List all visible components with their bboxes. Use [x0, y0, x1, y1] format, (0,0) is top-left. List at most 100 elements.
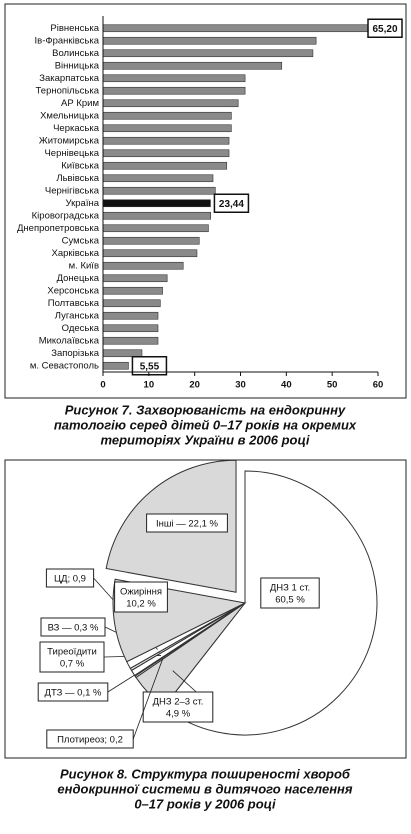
bars	[103, 24, 393, 370]
slice-label: 0,7 %	[60, 659, 85, 670]
bar	[103, 261, 184, 270]
category-label: Сумська	[62, 235, 100, 246]
category-label: Київська	[61, 160, 99, 171]
slice-label: Інші — 22,1 %	[156, 519, 219, 530]
slice-label-box	[40, 617, 106, 637]
slice-label: ВЗ — 0,3 %	[48, 623, 99, 634]
slice-label: ДТЗ — 0,1 %	[45, 688, 102, 699]
category-label: Чернігівська	[45, 185, 100, 196]
slice-label-box	[39, 641, 105, 673]
category-label: Чернівецька	[44, 148, 99, 159]
bar	[103, 336, 159, 345]
x-tick-label: 40	[281, 380, 292, 391]
caption: ендокринної системи в дитячого населення	[57, 781, 352, 796]
slice-label: ДНЗ 2–3 ст.	[153, 697, 204, 708]
category-label: Хмельницька	[40, 110, 100, 121]
category-label: Запорізька	[51, 348, 100, 359]
bar	[103, 99, 239, 108]
caption: 0–17 років у 2006 році	[134, 796, 276, 811]
bar	[103, 74, 246, 83]
caption: патологію серед дітей 0–17 років на окре…	[54, 417, 357, 432]
slice-label-box	[46, 729, 134, 749]
bar	[103, 149, 230, 158]
bar	[103, 161, 228, 170]
bar	[103, 361, 129, 370]
caption: Рисунок 7. Захворюваність на ендокринну	[65, 402, 346, 417]
bar	[103, 224, 209, 233]
category-label: Житомирська	[39, 135, 100, 146]
slice-label: ДНЗ 1 ст.	[270, 583, 310, 594]
value-label-box	[131, 356, 168, 376]
category-label: Миколаївська	[39, 335, 100, 346]
value-label: 65,20	[372, 24, 397, 35]
bar	[103, 249, 198, 258]
bar	[103, 86, 246, 95]
value-label: 23,44	[219, 199, 244, 210]
caption: територіях України в 2006 році	[100, 432, 309, 447]
bar	[103, 49, 314, 58]
bar	[103, 24, 393, 33]
slice-label: 60,5 %	[275, 595, 305, 606]
chart-frame	[4, 3, 407, 399]
slice-label-box	[45, 568, 95, 588]
category-label: АР Крим	[61, 98, 99, 109]
bar	[103, 174, 214, 183]
slice-label-box	[260, 577, 320, 609]
bar	[103, 311, 159, 320]
caption: Рисунок 8. Структура поширеності хвороб	[60, 766, 351, 781]
category-label: Кіровоградська	[32, 210, 100, 221]
x-tick-label: 50	[327, 380, 338, 391]
bar	[103, 211, 212, 220]
bar	[103, 111, 232, 120]
category-label: Херсонська	[47, 285, 99, 296]
x-tick-label: 60	[373, 380, 384, 391]
slice-label-box	[37, 682, 109, 702]
category-label: Тернопільська	[36, 85, 100, 96]
category-label: м. Севастополь	[30, 360, 99, 371]
value-label: 5,55	[140, 361, 160, 372]
value-label-box	[213, 193, 250, 213]
slice-label: Ожиріння	[120, 587, 162, 598]
category-label: Одеська	[62, 323, 100, 334]
bar	[103, 236, 200, 245]
slice-label-box	[146, 513, 228, 533]
category-label: Рівненська	[50, 23, 99, 34]
slice-label-box	[142, 691, 214, 723]
category-label: м. Київ	[69, 260, 99, 271]
leader-line	[132, 658, 164, 740]
slice-label: Тиреоїдити	[47, 647, 97, 658]
category-label: Луганська	[55, 310, 100, 321]
bar	[103, 61, 283, 70]
bar	[103, 286, 163, 295]
slice-label-box	[114, 581, 168, 613]
category-label: Днепропетровська	[17, 223, 100, 234]
bar	[103, 124, 232, 133]
category-label: Харківська	[52, 248, 100, 259]
chart-frame	[4, 459, 407, 759]
category-label: Донецька	[57, 273, 100, 284]
category-label: Черкаська	[53, 123, 100, 134]
x-tick-label: 0	[100, 380, 105, 391]
category-label: Україна	[65, 198, 99, 209]
slice-label: 10,2 %	[126, 599, 156, 610]
category-label: Вінницька	[55, 60, 100, 71]
bar	[103, 136, 230, 145]
slice-label: Плотиреоз; 0,2	[57, 735, 123, 746]
bar	[103, 349, 143, 358]
bar	[103, 36, 317, 45]
category-label: Ів-Франківська	[35, 35, 100, 46]
x-tick-label: 30	[235, 380, 246, 391]
bar	[103, 299, 161, 308]
x-tick-label: 10	[144, 380, 155, 391]
value-label-box	[367, 18, 403, 38]
bar	[103, 274, 168, 283]
slice-label: ЦД; 0,9	[54, 574, 86, 585]
category-label: Волинська	[52, 48, 100, 59]
category-label: Закарпатська	[39, 73, 99, 84]
x-tick-label: 20	[189, 380, 200, 391]
bar	[103, 186, 216, 195]
category-label: Львівська	[56, 173, 99, 184]
slice-label: 4,9 %	[166, 709, 191, 720]
bar	[103, 324, 159, 333]
